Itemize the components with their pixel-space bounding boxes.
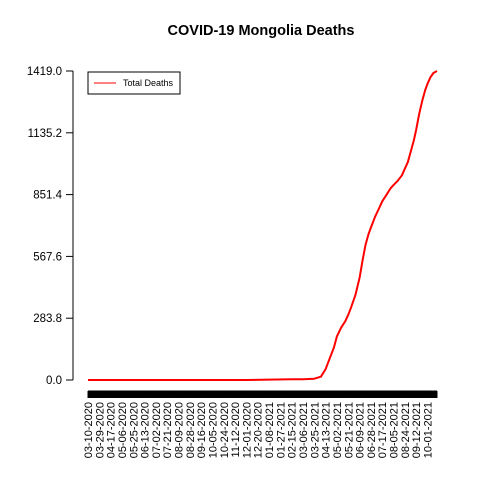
- x-tick-label: 11-12-2020: [230, 402, 242, 457]
- x-tick-label: 07-17-2021: [377, 402, 389, 458]
- x-tick-label: 07-02-2020: [151, 402, 163, 458]
- x-tick-label: 06-09-2021: [355, 402, 367, 458]
- y-tick-label: 567.6: [33, 251, 62, 263]
- x-tick-label: 12-20-2020: [253, 402, 265, 458]
- x-tick-label: 02-15-2021: [287, 402, 299, 458]
- x-tick-label: 08-24-2021: [400, 402, 412, 458]
- x-tick-label: 08-05-2021: [389, 402, 401, 458]
- x-tick-label: 03-29-2020: [94, 402, 106, 458]
- y-tick-label: 283.8: [33, 313, 62, 325]
- y-tick-label: 0.0: [46, 375, 62, 387]
- x-tick-label: 06-13-2020: [140, 402, 152, 458]
- x-tick-label: 05-06-2020: [117, 402, 129, 458]
- x-tick-label: 05-21-2021: [343, 402, 355, 458]
- y-tick-label: 851.4: [33, 190, 62, 202]
- x-tick-label: 08-09-2020: [174, 402, 186, 458]
- x-tick-label: 09-16-2020: [196, 402, 208, 458]
- chart-title: COVID-19 Mongolia Deaths: [168, 23, 355, 39]
- x-tick-label: 04-13-2021: [321, 402, 333, 458]
- x-tick-label: 05-02-2021: [332, 402, 344, 458]
- x-tick-label: 03-25-2021: [309, 402, 321, 458]
- y-tick-label: 1419.0: [27, 66, 62, 78]
- y-axis: 0.0 283.8 567.6 851.4 1135.2 1419.0: [27, 66, 74, 387]
- x-tick-label: 01-08-2021: [264, 402, 276, 458]
- x-tick-label: 05-25-2020: [128, 402, 140, 458]
- x-tick-label: 03-10-2020: [83, 402, 95, 458]
- legend-label-total-deaths: Total Deaths: [123, 78, 174, 88]
- x-axis: 03-10-2020 03-29-2020 04-17-2020 05-06-2020…: [83, 390, 438, 458]
- x-tick-label: 12-01-2020: [241, 402, 253, 458]
- series-line-total-deaths: [88, 70, 438, 381]
- plot-area: [88, 70, 438, 381]
- y-tick-label: 1135.2: [28, 128, 62, 140]
- x-tick-label: 06-28-2021: [366, 402, 378, 458]
- x-tick-label: 07-21-2020: [162, 402, 174, 458]
- x-tick-label: 04-17-2020: [106, 402, 118, 458]
- x-tick-label: 01-27-2021: [275, 402, 287, 458]
- legend-box: [87, 71, 181, 95]
- x-tick-label: 10-05-2020: [207, 402, 219, 458]
- x-tick-label: 10-01-2021: [422, 402, 434, 458]
- x-tick-label: 03-06-2021: [298, 402, 310, 458]
- x-tick-label: 09-12-2021: [411, 402, 423, 458]
- x-tick-label: 10-24-2020: [219, 402, 231, 458]
- legend: Total Deaths: [87, 71, 181, 95]
- x-tick-label: 08-28-2020: [185, 402, 197, 458]
